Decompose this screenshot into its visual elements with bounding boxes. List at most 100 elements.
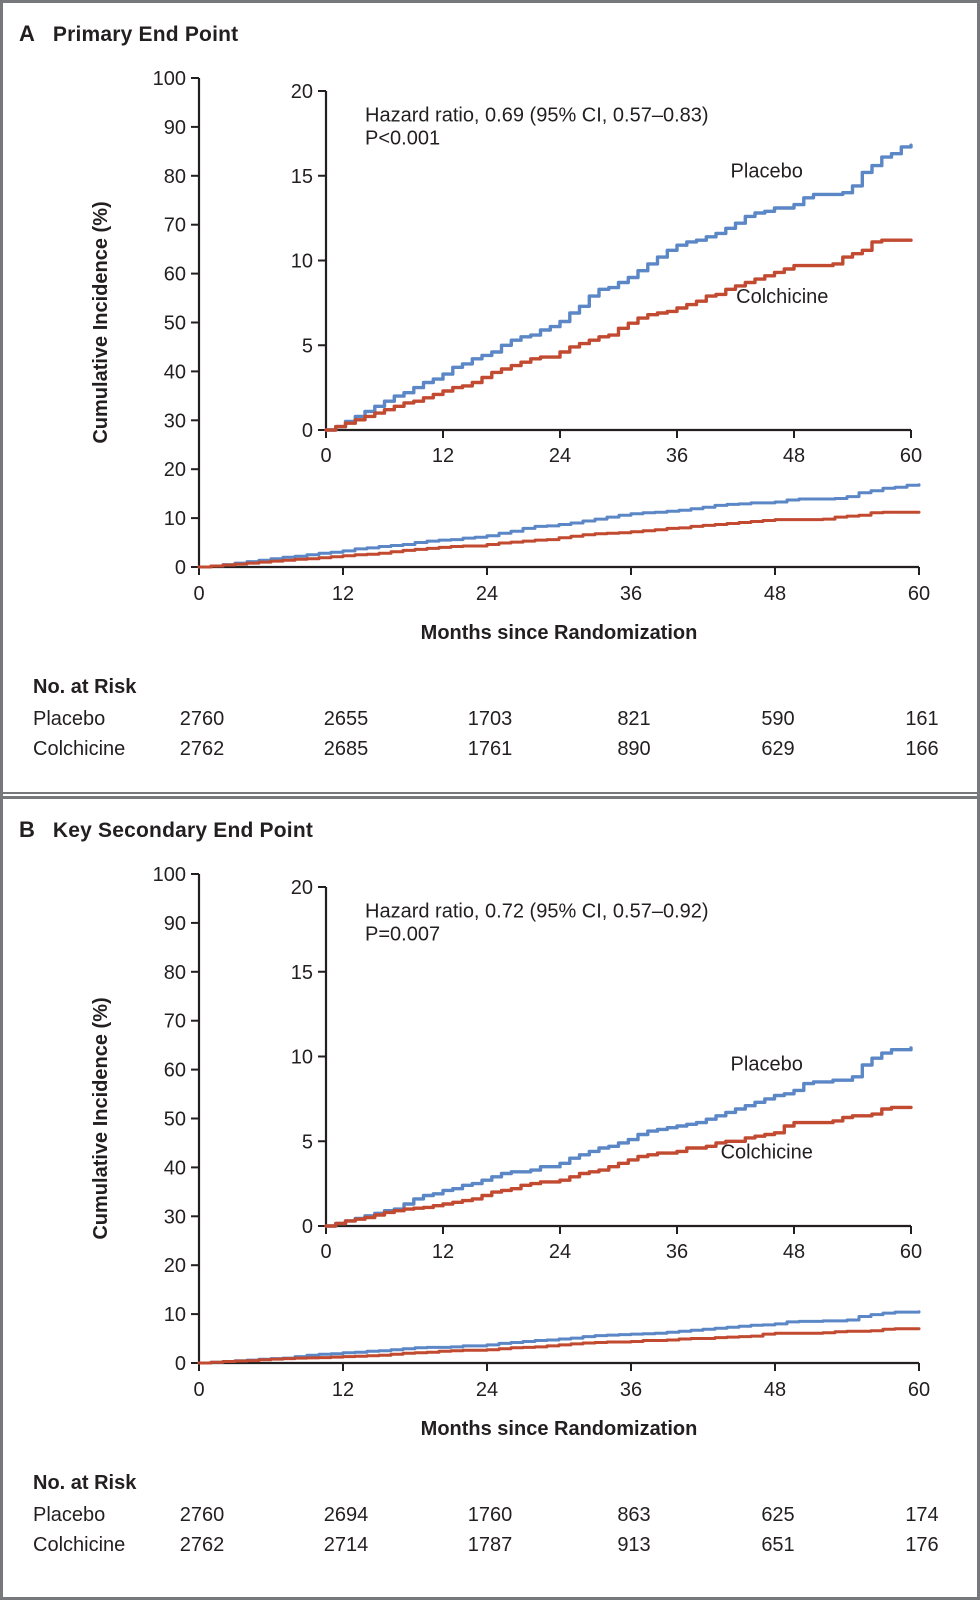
main-y-tick-label: 90 (164, 117, 186, 139)
main-x-tick-label: 0 (193, 1379, 204, 1401)
risk-value: 161 (905, 708, 938, 730)
main-x-tick-label: 60 (908, 583, 930, 605)
inset-x-tick-label: 12 (432, 1241, 454, 1263)
main-y-tick-label: 60 (164, 1060, 186, 1082)
placebo-curve-inset (324, 143, 913, 432)
no-at-risk-header: No. at Risk (33, 1472, 137, 1494)
main-y-tick-label: 10 (164, 508, 186, 530)
risk-value: 1703 (468, 708, 513, 730)
risk-value: 2762 (180, 1534, 225, 1556)
placebo-curve-main (197, 483, 921, 569)
risk-value: 176 (905, 1534, 938, 1556)
main-x-tick-label: 24 (476, 583, 498, 605)
risk-value: 821 (617, 708, 650, 730)
hazard-annotation: Hazard ratio, 0.69 (95% CI, 0.57–0.83)P<… (365, 105, 709, 150)
main-x-tick-label: 36 (620, 583, 642, 605)
inset-curves: Placebo Colchicine (324, 143, 913, 432)
main-y-tick-label: 80 (164, 166, 186, 188)
main-x-tick-label: 24 (476, 1379, 498, 1401)
risk-value: 2760 (180, 1504, 225, 1526)
risk-value: 1787 (468, 1534, 513, 1556)
risk-value: 629 (761, 738, 794, 760)
panel-key-secondary-end-point: B Key Secondary End Point 0 10 20 30 40 50 60 7… (3, 796, 977, 1597)
inset-x-tick-label: 0 (320, 445, 331, 467)
inset-y-tick-label: 10 (291, 251, 313, 273)
main-x-tick-label: 48 (764, 1379, 786, 1401)
inset-y-tick-label: 5 (302, 335, 313, 357)
risk-row-label: Placebo (33, 1504, 105, 1526)
no-at-risk-header: No. at Risk (33, 676, 137, 698)
inset-x-tick-label: 36 (666, 445, 688, 467)
main-y-tick-label: 30 (164, 1206, 186, 1228)
inset-y-tick-label: 0 (302, 1216, 313, 1238)
colchicine-curve-main (197, 1327, 921, 1365)
risk-value: 1760 (468, 1504, 513, 1526)
risk-value: 174 (905, 1504, 938, 1526)
placebo-series-label: Placebo (731, 161, 803, 183)
inset-y-tick-label: 10 (291, 1047, 313, 1069)
inset-y-tick-label: 0 (302, 420, 313, 442)
p-value-text: P=0.007 (365, 923, 440, 945)
main-y-tick-label: 90 (164, 913, 186, 935)
main-curves (197, 1310, 921, 1365)
main-curves (197, 483, 921, 569)
main-x-tick-label: 12 (332, 1379, 354, 1401)
inset-y-tick-label: 20 (291, 81, 313, 103)
main-x-tick-label: 12 (332, 583, 354, 605)
main-y-tick-label: 80 (164, 962, 186, 984)
hazard-ratio-text: Hazard ratio, 0.69 (95% CI, 0.57–0.83) (365, 105, 709, 127)
main-y-tick-label: 40 (164, 361, 186, 383)
panel-b-title-text: Key Secondary End Point (52, 819, 314, 842)
risk-value: 2714 (324, 1534, 369, 1556)
main-y-tick-label: 60 (164, 264, 186, 286)
main-y-tick-label: 70 (164, 215, 186, 237)
inset-x-tick-label: 0 (320, 1241, 331, 1263)
hazard-ratio-text: Hazard ratio, 0.72 (95% CI, 0.57–0.92) (365, 901, 709, 923)
inset-x-tick-label: 36 (666, 1241, 688, 1263)
inset-x-tick-label: 24 (549, 445, 571, 467)
inset-y-tick-label: 15 (291, 962, 313, 984)
inset-x-tick-label: 48 (783, 445, 805, 467)
main-y-tick-label: 70 (164, 1011, 186, 1033)
panel-primary-end-point: A Primary End Point 0 10 20 30 40 50 60 70 80 90 1… (3, 3, 977, 794)
main-y-tick-label: 100 (153, 864, 186, 886)
main-y-tick-label: 30 (164, 410, 186, 432)
inset-y-tick-label: 5 (302, 1131, 313, 1153)
colchicine-curve-inset (324, 238, 913, 432)
risk-value: 1761 (468, 738, 513, 760)
x-axis-title: Months since Randomization (421, 1418, 698, 1440)
y-axis-title: Cumulative Incidence (%) (90, 201, 112, 443)
main-x-tick-label: 48 (764, 583, 786, 605)
colchicine-series-label: Colchicine (721, 1141, 813, 1163)
risk-value: 2655 (324, 708, 369, 730)
no-at-risk-table: No. at Risk Placebo 2760 2694 1760 863 625 174 C… (33, 1472, 939, 1556)
risk-value: 166 (905, 738, 938, 760)
hazard-annotation: Hazard ratio, 0.72 (95% CI, 0.57–0.92)P=… (365, 901, 709, 946)
main-y-tick-label: 10 (164, 1304, 186, 1326)
main-y-tick-label: 0 (175, 557, 186, 579)
x-axis-title: Months since Randomization (421, 622, 698, 644)
panel-a-letter: A (19, 21, 35, 46)
main-y-tick-label: 40 (164, 1157, 186, 1179)
placebo-series-label: Placebo (731, 1053, 803, 1075)
risk-value: 2760 (180, 708, 225, 730)
inset-x-tick-label: 48 (783, 1241, 805, 1263)
risk-value: 2762 (180, 738, 225, 760)
placebo-curve-inset (324, 1046, 913, 1228)
main-x-tick-label: 60 (908, 1379, 930, 1401)
risk-row-label: Placebo (33, 708, 105, 730)
inset-x-tick-label: 12 (432, 445, 454, 467)
no-at-risk-table: No. at Risk Placebo 2760 2655 1703 821 590 161 C… (33, 676, 939, 760)
risk-value: 2685 (324, 738, 369, 760)
risk-row-label: Colchicine (33, 1534, 125, 1556)
risk-value: 890 (617, 738, 650, 760)
panel-a-title: A Primary End Point (19, 21, 238, 47)
risk-value: 913 (617, 1534, 650, 1556)
inset-axes: 0 5 10 15 20 0 12 24 36 48 60 (291, 81, 922, 467)
main-y-tick-label: 0 (175, 1353, 186, 1375)
risk-value: 651 (761, 1534, 794, 1556)
risk-row-label: Colchicine (33, 738, 125, 760)
